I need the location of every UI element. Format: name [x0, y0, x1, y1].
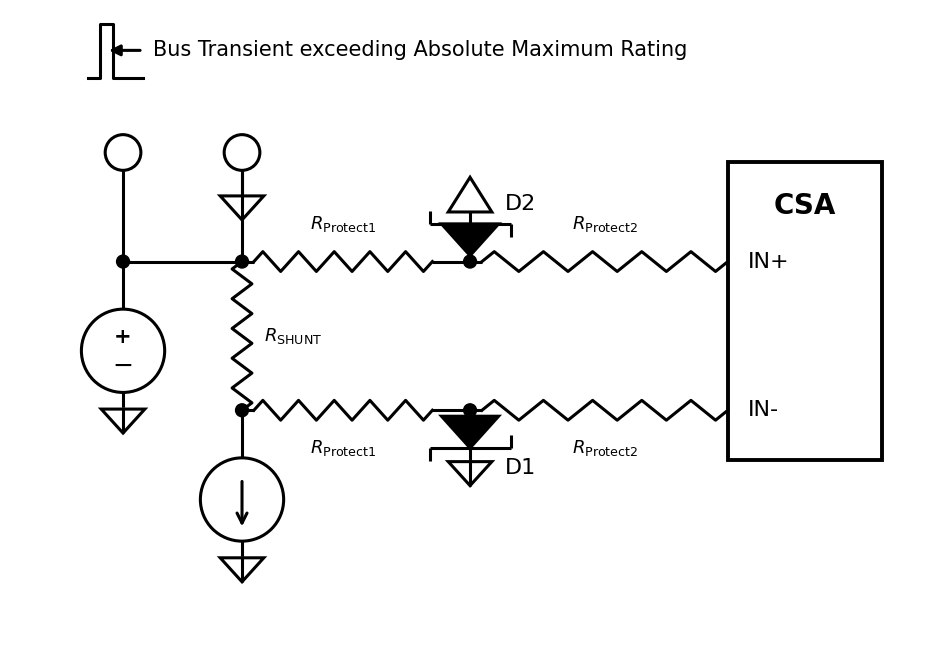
Polygon shape [442, 224, 499, 256]
Text: $R_{\rm SHUNT}$: $R_{\rm SHUNT}$ [264, 326, 322, 346]
Text: D1: D1 [505, 458, 536, 478]
Text: CSA: CSA [773, 192, 836, 220]
Circle shape [235, 404, 248, 417]
Text: D2: D2 [505, 194, 536, 214]
Text: −: − [112, 353, 133, 378]
Text: Bus Transient exceeding Absolute Maximum Rating: Bus Transient exceeding Absolute Maximum… [152, 40, 687, 61]
Text: $R_{\rm Protect1}$: $R_{\rm Protect1}$ [310, 438, 376, 458]
Circle shape [116, 255, 129, 268]
Text: $R_{\rm Protect2}$: $R_{\rm Protect2}$ [572, 214, 638, 234]
Text: IN+: IN+ [747, 251, 789, 271]
Circle shape [464, 404, 477, 417]
Circle shape [464, 255, 477, 268]
Circle shape [235, 255, 248, 268]
Text: $R_{\rm Protect1}$: $R_{\rm Protect1}$ [310, 214, 376, 234]
Text: IN-: IN- [747, 400, 779, 421]
Text: $R_{\rm Protect2}$: $R_{\rm Protect2}$ [572, 438, 638, 458]
Text: +: + [114, 327, 131, 347]
Polygon shape [442, 416, 499, 448]
Bar [728, 162, 882, 460]
